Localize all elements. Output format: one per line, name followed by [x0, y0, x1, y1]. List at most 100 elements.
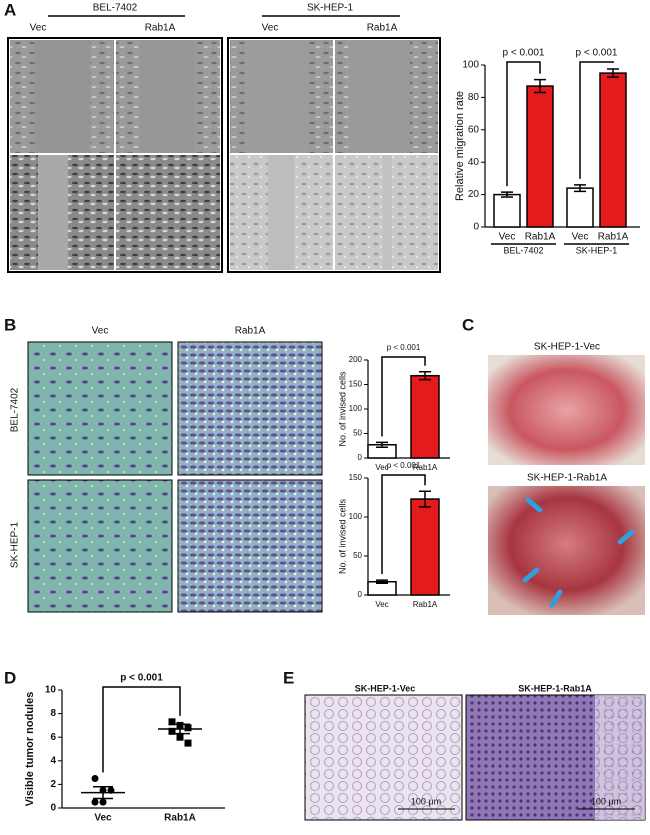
wound-gap — [382, 155, 392, 270]
y-tick-label: 0 — [358, 453, 363, 462]
x-tick-label: Rab1A — [525, 232, 556, 243]
micrograph-group — [7, 37, 441, 273]
arrow — [522, 567, 540, 583]
sem-bar — [93, 786, 113, 800]
point — [184, 724, 192, 732]
error-bar — [607, 68, 619, 78]
significance-bracket — [381, 356, 426, 437]
significance-label: p < 0.001 — [576, 48, 618, 59]
y-tick-label: 0 — [50, 803, 56, 814]
y-axis-label: Visible tumor nodules — [24, 692, 36, 807]
point — [168, 718, 176, 726]
arrow — [549, 589, 563, 608]
error-bar — [419, 490, 431, 508]
significance-label: p < 0.001 — [387, 461, 421, 470]
significance-label: p < 0.001 — [503, 48, 545, 59]
x-tick-label: Vec — [375, 600, 388, 609]
group-title: BEL-7402 — [93, 3, 138, 14]
y-tick-label: 8 — [50, 708, 56, 719]
y-tick-label: 50 — [353, 551, 362, 560]
image-title: SK-HEP-1-Vec — [355, 683, 416, 693]
group-title: SK-HEP-1 — [307, 3, 354, 14]
point — [168, 727, 176, 735]
y-axis-label: No. of invised cells — [337, 371, 347, 447]
photo — [488, 355, 645, 465]
image-title: SK-HEP-1-Rab1A — [518, 683, 592, 693]
micrograph-edge — [595, 695, 645, 820]
x-tick-label: Vec — [572, 232, 589, 243]
bar — [566, 187, 594, 228]
micrograph — [304, 694, 463, 821]
wound-gap — [268, 155, 294, 270]
image-title: SK-HEP-1-Vec — [534, 342, 600, 353]
y-tick-label: 80 — [468, 92, 480, 103]
column-label: Vec — [92, 326, 109, 337]
group-label: BEL-7402 — [503, 245, 543, 255]
arrow — [617, 529, 635, 545]
significance-label: p < 0.001 — [387, 343, 421, 352]
error-bar — [574, 184, 586, 193]
y-tick-label: 40 — [468, 157, 480, 168]
significance-bracket — [102, 686, 181, 773]
error-bar — [376, 441, 388, 448]
y-tick-label: 150 — [349, 473, 363, 482]
error-bar — [419, 371, 431, 381]
column-label: Vec — [30, 23, 47, 34]
y-tick-label: 100 — [462, 60, 479, 71]
significance-label: p < 0.001 — [120, 673, 163, 684]
wound-gap — [245, 40, 307, 153]
panel-label: E — [283, 668, 294, 687]
panel-label: D — [4, 668, 16, 687]
x-tick-label: Vec — [375, 463, 388, 472]
x-tick-label: Vec — [94, 813, 112, 824]
point — [99, 798, 107, 806]
x-tick-label: Rab1A — [164, 813, 196, 824]
group-label: SK-HEP-1 — [576, 245, 618, 255]
y-tick-label: 20 — [468, 189, 480, 200]
micrograph — [116, 155, 220, 270]
significance-bracket — [506, 61, 541, 187]
y-tick-label: 6 — [50, 732, 56, 743]
y-tick-label: 100 — [349, 512, 363, 521]
panel-label: C — [462, 315, 474, 334]
column-label: Rab1A — [235, 326, 266, 337]
bar — [599, 72, 627, 228]
bar — [526, 85, 554, 228]
micrograph — [177, 479, 323, 613]
bar — [410, 374, 440, 459]
scale-bar-label: 100 μm — [591, 796, 621, 806]
x-tick-label: Rab1A — [413, 600, 438, 609]
y-tick-label: 150 — [349, 380, 363, 389]
wound-gap — [140, 40, 195, 153]
y-tick-label: 60 — [468, 124, 480, 135]
micrograph — [27, 479, 173, 613]
y-tick-label: 0 — [473, 222, 479, 233]
error-bar — [534, 78, 546, 94]
y-tick-label: 10 — [45, 685, 57, 696]
wound-gap — [35, 40, 90, 153]
column-label: Vec — [262, 23, 279, 34]
photo — [488, 486, 645, 615]
point — [91, 798, 99, 806]
error-bar — [376, 579, 388, 585]
x-tick-label: Rab1A — [413, 463, 438, 472]
panel-label: A — [4, 0, 16, 19]
significance-bracket — [579, 61, 614, 179]
scale-bar-label: 100 μm — [411, 796, 441, 806]
wound-gap — [350, 40, 410, 153]
y-tick-label: 2 — [50, 779, 56, 790]
y-tick-label: 4 — [50, 755, 56, 766]
y-tick-label: 200 — [349, 355, 363, 364]
y-tick-label: 50 — [353, 429, 362, 438]
arrows — [522, 497, 635, 608]
y-tick-label: 0 — [358, 590, 363, 599]
error-bar — [501, 191, 513, 198]
micrograph — [27, 341, 173, 476]
bar — [493, 193, 521, 228]
significance-bracket — [381, 474, 426, 575]
row-label: SK-HEP-1 — [10, 522, 21, 569]
x-tick-label: Rab1A — [598, 232, 629, 243]
bar — [410, 498, 440, 596]
